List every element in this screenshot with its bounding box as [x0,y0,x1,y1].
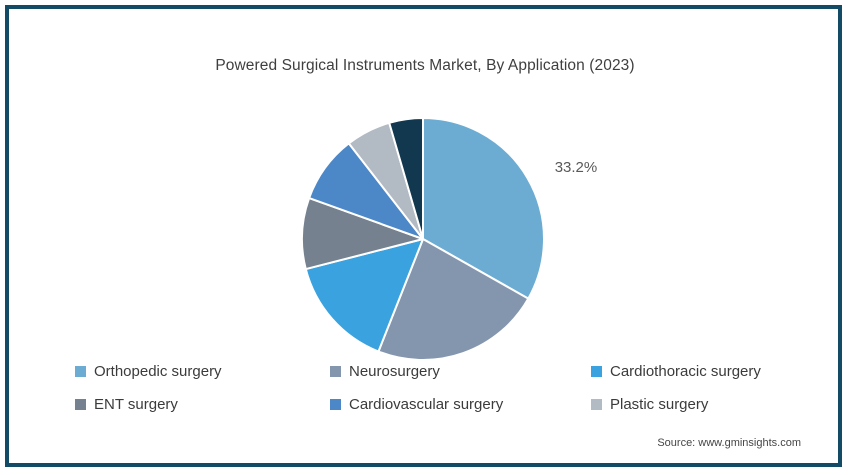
legend-label: Cardiothoracic surgery [610,362,761,380]
legend-label: Neurosurgery [349,362,440,380]
pie-data-label: 33.2% [555,159,598,176]
legend-item-neurosurgery: Neurosurgery [330,361,591,381]
legend-swatch-icon [330,365,341,377]
source-note: Source: www.gminsights.com [657,437,801,449]
legend-label: Orthopedic surgery [94,362,222,380]
legend-swatch-icon [591,398,602,410]
legend-swatch-icon [330,398,341,410]
chart-title: Powered Surgical Instruments Market, By … [215,57,635,74]
legend-item-cardiothoracic-surgery: Cardiothoracic surgery [591,361,761,381]
legend-item-plastic-surgery: Plastic surgery [591,394,761,414]
legend-label: Plastic surgery [610,395,709,413]
legend-swatch-icon [75,365,86,377]
legend-swatch-icon [591,365,602,377]
pie-slice-unlabeled [388,116,424,240]
legend-item-ent-surgery: ENT surgery [75,394,330,414]
legend-label: ENT surgery [94,395,178,413]
legend-item-cardiovascular-surgery: Cardiovascular surgery [330,394,591,414]
chart-legend: Orthopedic surgery Neurosurgery Cardiothor… [75,361,761,414]
pie-slice-orthopedic-surgery [422,117,545,300]
legend-label: Cardiovascular surgery [349,395,504,413]
legend-item-orthopedic-surgery: Orthopedic surgery [75,361,330,381]
legend-swatch-icon [75,398,86,410]
pie-slice-neurosurgery [377,238,530,361]
pie-slice-cardiothoracic-surgery [304,238,424,353]
